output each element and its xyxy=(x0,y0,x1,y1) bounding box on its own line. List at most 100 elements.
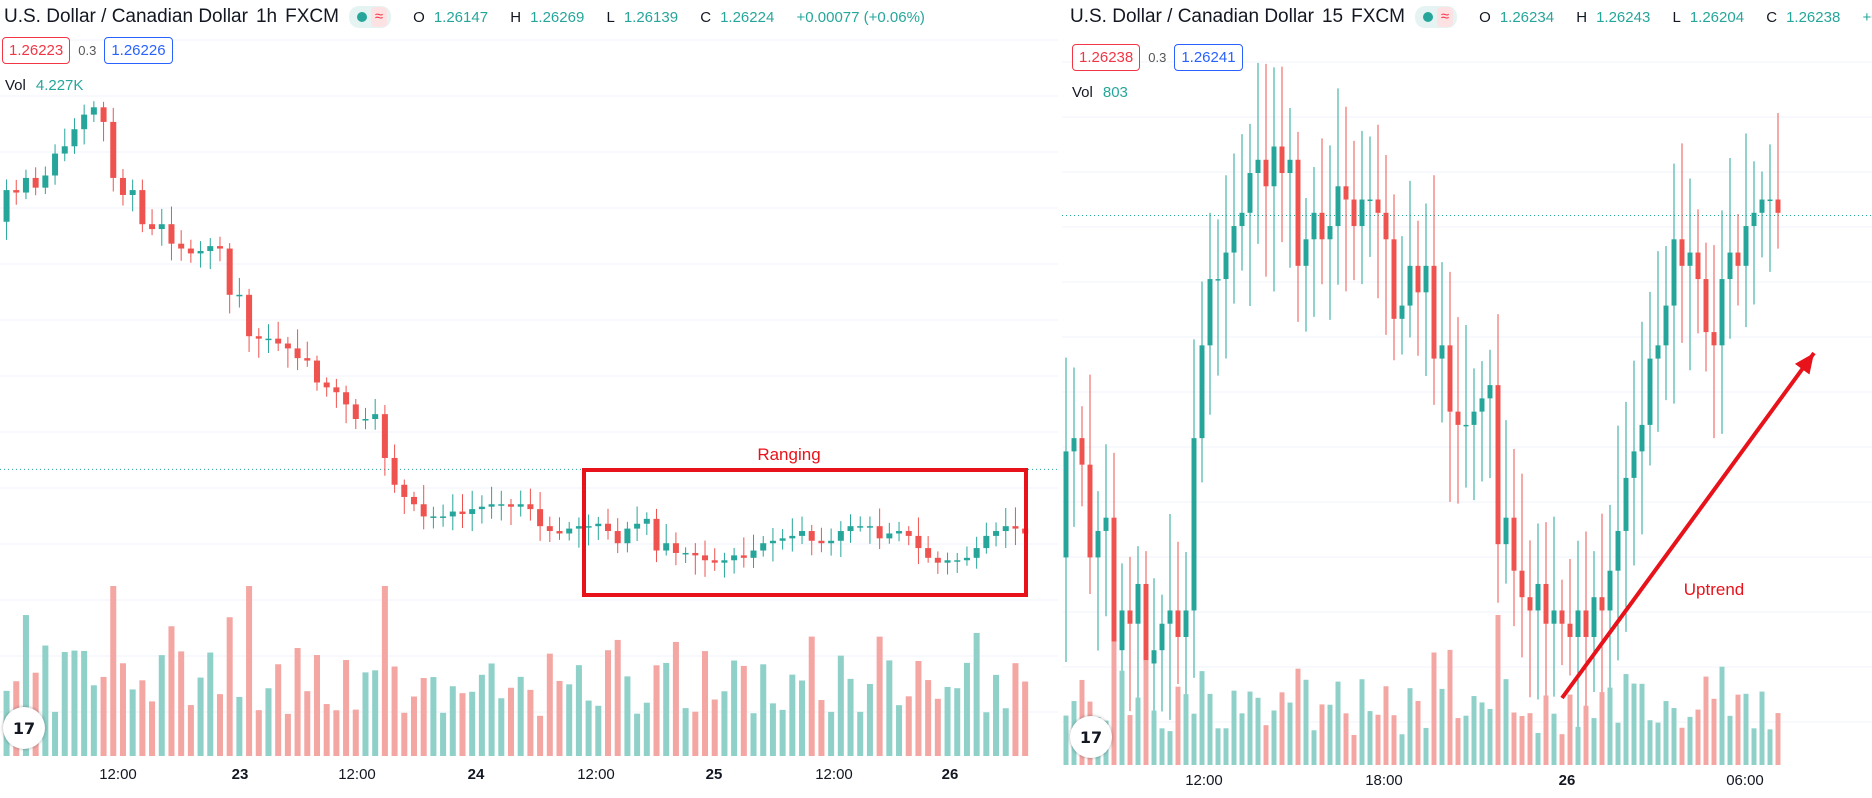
volume-bar xyxy=(1535,732,1541,765)
volume-bar xyxy=(750,713,757,756)
wave-icon[interactable]: ≈ xyxy=(1436,7,1454,27)
candle-body xyxy=(226,248,233,295)
volume-bar xyxy=(1623,674,1629,765)
left-volume-label: Vol xyxy=(5,77,26,94)
uptrend-arrow-line xyxy=(1560,351,1816,700)
right-sell-price-button[interactable]: 1.26238 xyxy=(1072,44,1141,71)
volume-bar xyxy=(1063,715,1069,765)
volume-bar xyxy=(1399,734,1405,765)
left-buy-price-button[interactable]: 1.26226 xyxy=(104,37,173,64)
candle-body xyxy=(246,294,253,337)
volume-bar xyxy=(313,655,320,756)
left-symbol-name[interactable]: U.S. Dollar / Canadian Dollar xyxy=(4,6,248,27)
candle-body xyxy=(1087,464,1093,558)
candle-body xyxy=(653,518,660,551)
right-symbol-name[interactable]: U.S. Dollar / Canadian Dollar xyxy=(1070,6,1314,27)
volume-bar xyxy=(391,666,398,756)
volume-bar xyxy=(1719,666,1725,765)
candle-body xyxy=(692,552,699,556)
left-chart-canvas[interactable]: 12:00 23 12:00 24 12:00 25 12:00 26 Ranging xyxy=(0,0,1058,798)
candle-body xyxy=(663,543,670,551)
right-indicator-toggle[interactable]: ≈ xyxy=(1414,6,1458,28)
candle-body xyxy=(1063,451,1069,558)
candle-body xyxy=(779,538,786,541)
volume-bar xyxy=(1479,702,1485,765)
candle-body xyxy=(1151,650,1157,664)
candle-body xyxy=(323,382,330,388)
right-chart-canvas[interactable]: 12:00 18:00 26 06:00 Uptrend xyxy=(1062,0,1872,798)
candle-body xyxy=(430,516,437,518)
candle-body xyxy=(197,250,204,254)
x-tick-label: 23 xyxy=(232,766,249,783)
volume-bar xyxy=(1287,702,1293,765)
candle-body xyxy=(459,511,466,514)
left-high-value: 1.26269 xyxy=(530,8,585,26)
candle-body xyxy=(1535,583,1541,611)
tradingview-logo-icon[interactable]: 17 xyxy=(1070,716,1112,758)
left-interval[interactable]: 1h xyxy=(255,6,278,27)
volume-bar xyxy=(1327,704,1333,765)
candle-body xyxy=(682,552,689,555)
volume-bar xyxy=(1687,716,1693,765)
candle-body xyxy=(886,533,893,539)
candle-body xyxy=(740,555,747,558)
volume-bar xyxy=(1255,697,1261,765)
candle-body xyxy=(1012,526,1019,529)
left-volume-value: 4.227K xyxy=(35,77,84,94)
candle-body xyxy=(313,360,320,383)
volume-bar xyxy=(52,711,59,756)
candle-body xyxy=(1495,385,1501,545)
x-tick-label: 26 xyxy=(1559,772,1576,789)
candle-body xyxy=(1639,424,1645,452)
volume-bar xyxy=(1231,690,1237,765)
volume-bar xyxy=(1519,715,1525,765)
volume-bar xyxy=(993,674,1000,756)
volume-bar xyxy=(915,660,922,756)
candle-body xyxy=(1503,517,1509,545)
left-volume-legend[interactable]: Vol 4.227K xyxy=(5,77,83,94)
candle-body xyxy=(1431,265,1437,359)
volume-bar xyxy=(963,662,970,756)
left-sell-price-button[interactable]: 1.26223 xyxy=(2,37,71,64)
tradingview-logo-icon[interactable]: 17 xyxy=(3,707,45,749)
candle-body xyxy=(343,392,350,405)
candle-body xyxy=(1583,610,1589,637)
volume-bar xyxy=(1012,663,1019,756)
volume-bar xyxy=(294,647,301,756)
volume-bar xyxy=(818,700,825,756)
volume-bar xyxy=(410,696,417,756)
right-interval[interactable]: 15 xyxy=(1321,6,1344,27)
candle-body xyxy=(1551,610,1557,624)
candle-body xyxy=(585,526,592,528)
indicator-dot-icon[interactable] xyxy=(356,12,367,22)
left-indicator-toggle[interactable]: ≈ xyxy=(348,6,392,28)
left-close-value: 1.26224 xyxy=(720,8,775,26)
volume-bar xyxy=(566,684,573,756)
left-source: FXCM xyxy=(285,6,339,27)
volume-bar xyxy=(1279,692,1285,765)
candle-body xyxy=(1199,345,1205,439)
candle-body xyxy=(3,190,10,222)
candle-body xyxy=(1183,610,1189,637)
volume-bar xyxy=(1615,722,1621,765)
candle-body xyxy=(896,531,903,534)
candle-body xyxy=(119,177,126,195)
volume-bar xyxy=(1655,722,1661,765)
candle-body xyxy=(1303,239,1309,266)
right-chart-panel[interactable]: 12:00 18:00 26 06:00 Uptrend U.S. Dollar / C… xyxy=(1062,0,1872,798)
volume-bar xyxy=(440,712,447,756)
candle-body xyxy=(420,504,427,517)
left-spread: 0.3 xyxy=(78,43,97,58)
volume-bar xyxy=(517,676,524,756)
indicator-dot-icon[interactable] xyxy=(1422,12,1433,22)
right-buy-price-button[interactable]: 1.26241 xyxy=(1174,44,1243,71)
candle-body xyxy=(401,484,408,497)
candle-body xyxy=(866,526,873,528)
candle-body xyxy=(391,457,398,485)
candle-body xyxy=(207,246,214,251)
wave-icon[interactable]: ≈ xyxy=(370,7,388,27)
left-chart-panel[interactable]: 12:00 23 12:00 24 12:00 25 12:00 26 Ranging U.S.… xyxy=(0,0,1058,798)
annotation-label: Uptrend xyxy=(1684,580,1744,599)
volume-bar xyxy=(1159,728,1165,765)
right-volume-legend[interactable]: Vol 803 xyxy=(1072,84,1128,101)
